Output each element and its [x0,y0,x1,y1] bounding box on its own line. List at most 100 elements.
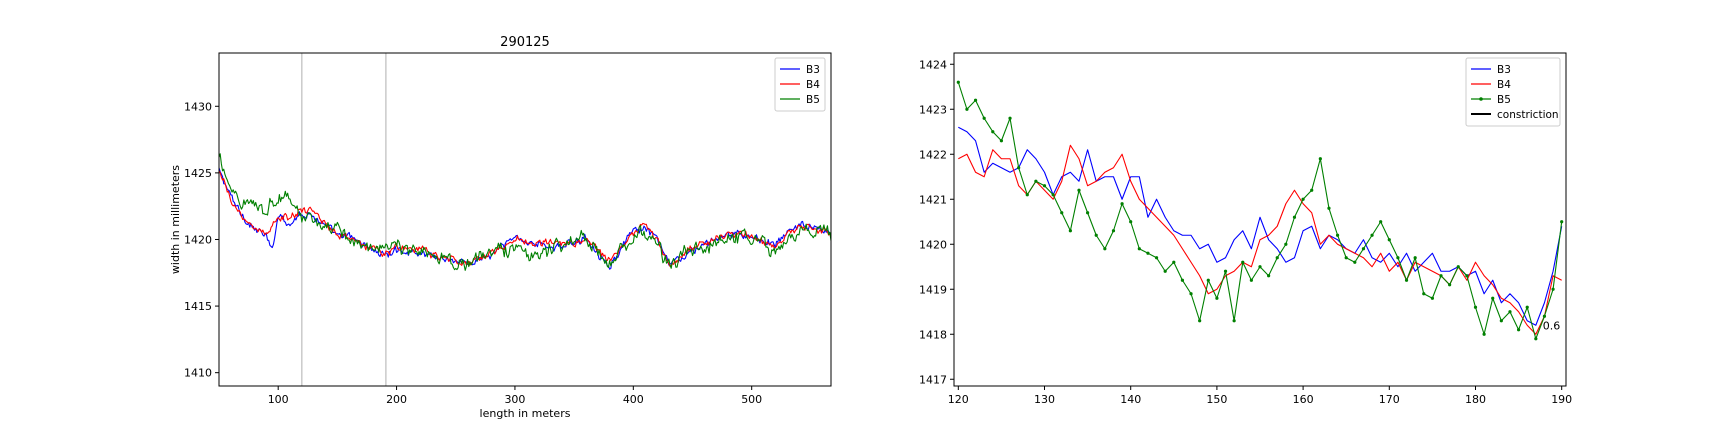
axes-frame [218,52,832,387]
series-line-b3 [219,167,831,270]
x-tick-label: 180 [1465,393,1486,406]
series-point-b5 [1163,269,1167,273]
series-point-b5 [1284,242,1288,246]
y-tick-label: 1418 [919,328,947,341]
series-point-b5 [956,80,960,84]
series-point-b5 [1180,278,1185,282]
legend-label-b4: B4 [806,79,820,91]
series-point-b5 [1042,184,1047,188]
series-point-b5 [1129,220,1133,224]
series-point-b5 [1542,314,1547,318]
x-tick-label: 140 [1120,393,1141,406]
series-point-b5 [1344,256,1348,260]
series-point-b5 [1491,296,1495,300]
series-point-b5 [1301,197,1305,201]
series-point-b5 [1215,296,1219,300]
series-point-b5 [999,139,1004,143]
series-point-b5 [1361,247,1366,251]
series-point-b5 [1327,206,1331,210]
x-tick-label: 130 [1034,393,1055,406]
y-tick-label: 1424 [919,58,947,71]
chart-title: 290125 [500,35,550,50]
series-point-b5 [1404,278,1409,282]
series-point-b5 [1103,247,1107,251]
y-axis-label: width in millimeters [169,165,182,274]
series-point-b5 [1353,260,1357,264]
series-line-b5 [219,153,831,271]
series-point-b5 [1241,260,1245,264]
legend: B3 B4 B5 [774,57,826,112]
x-tick-label: 500 [741,393,762,406]
series-point-b5 [1206,278,1210,282]
series-point-b5 [1189,292,1193,296]
x-tick-label: 100 [268,393,289,406]
series-point-b5 [1232,319,1236,323]
series-point-b5 [1025,193,1029,197]
y-tick-label: 1425 [184,167,212,180]
y-tick-label: 1417 [919,373,947,386]
series-point-b5 [1137,247,1141,251]
series-point-b5 [1370,233,1374,237]
series-point-b5 [1060,211,1064,215]
series-point-b5 [991,130,995,134]
series-point-b5 [1439,274,1443,278]
series-line-b4 [219,170,831,267]
series-point-b5 [1198,319,1202,323]
series-point-b5 [1465,274,1469,278]
series-point-b5 [973,98,978,102]
series-point-b5 [1275,256,1279,260]
series-point-b5 [1456,265,1460,269]
series-point-b5 [982,116,986,120]
series-point-b5 [1430,296,1434,300]
chart-2: 120 130 140 150 160 170 180 190 1417 1418 1419 1420… [919,52,1572,406]
chart-1: 100 200 300 400 500 1410 1415 1420 1425 1430 29012… [169,35,832,420]
x-tick-label: 300 [504,393,525,406]
series-line-b4 [958,144,1562,335]
y-tick-label: 1423 [919,103,947,116]
y-tick-label: 1410 [184,367,212,380]
x-tick-label: 400 [623,393,644,406]
series-point-b5 [1077,188,1081,192]
series-point-b5 [1068,229,1072,233]
series-point-b5 [1258,265,1262,269]
series-point-b5 [1146,251,1150,255]
series-point-b5 [1335,233,1340,237]
series-point-b5 [1396,256,1400,260]
y-tick-label: 1422 [919,148,947,161]
series-point-b5 [1094,233,1098,237]
series-point-b5 [1499,319,1503,323]
series-point-b5 [1249,278,1253,282]
series-point-b5 [1051,193,1055,197]
series-point-b5 [1034,179,1038,183]
series-line-b3 [958,126,1563,326]
x-tick-label: 200 [386,393,407,406]
x-axis-label: length in meters [480,407,571,420]
series-point-b5 [1525,305,1529,309]
legend-label-b3: B3 [1497,64,1511,76]
series-point-b5 [1017,166,1021,170]
series-point-b5 [1120,202,1124,206]
x-tick-label: 150 [1206,393,1227,406]
series-point-b5 [1379,220,1383,224]
legend-box [1465,57,1561,127]
series-point-b5 [1086,211,1090,215]
series-point-b5 [1448,283,1452,287]
axes-frame [953,52,1567,387]
legend-label-constriction: constriction [1497,109,1559,121]
series-point-b5 [1387,238,1391,242]
y-tick-label: 1421 [919,193,947,206]
series-point-b5 [1223,269,1228,273]
series-point-b5 [1473,305,1478,309]
series-point-b5 [1154,256,1159,260]
plot-area [956,80,1564,341]
legend-label-b5: B5 [1497,94,1511,106]
x-tick-label: 160 [1293,393,1314,406]
y-tick-label: 1419 [919,283,947,296]
series-point-b5 [1267,274,1271,278]
y-tick-label: 1415 [184,300,212,313]
series-point-b5 [1482,332,1486,336]
series-point-b5 [1318,157,1322,161]
legend: B3 B4 B5 constriction [1465,57,1561,127]
plot-area [219,153,831,271]
